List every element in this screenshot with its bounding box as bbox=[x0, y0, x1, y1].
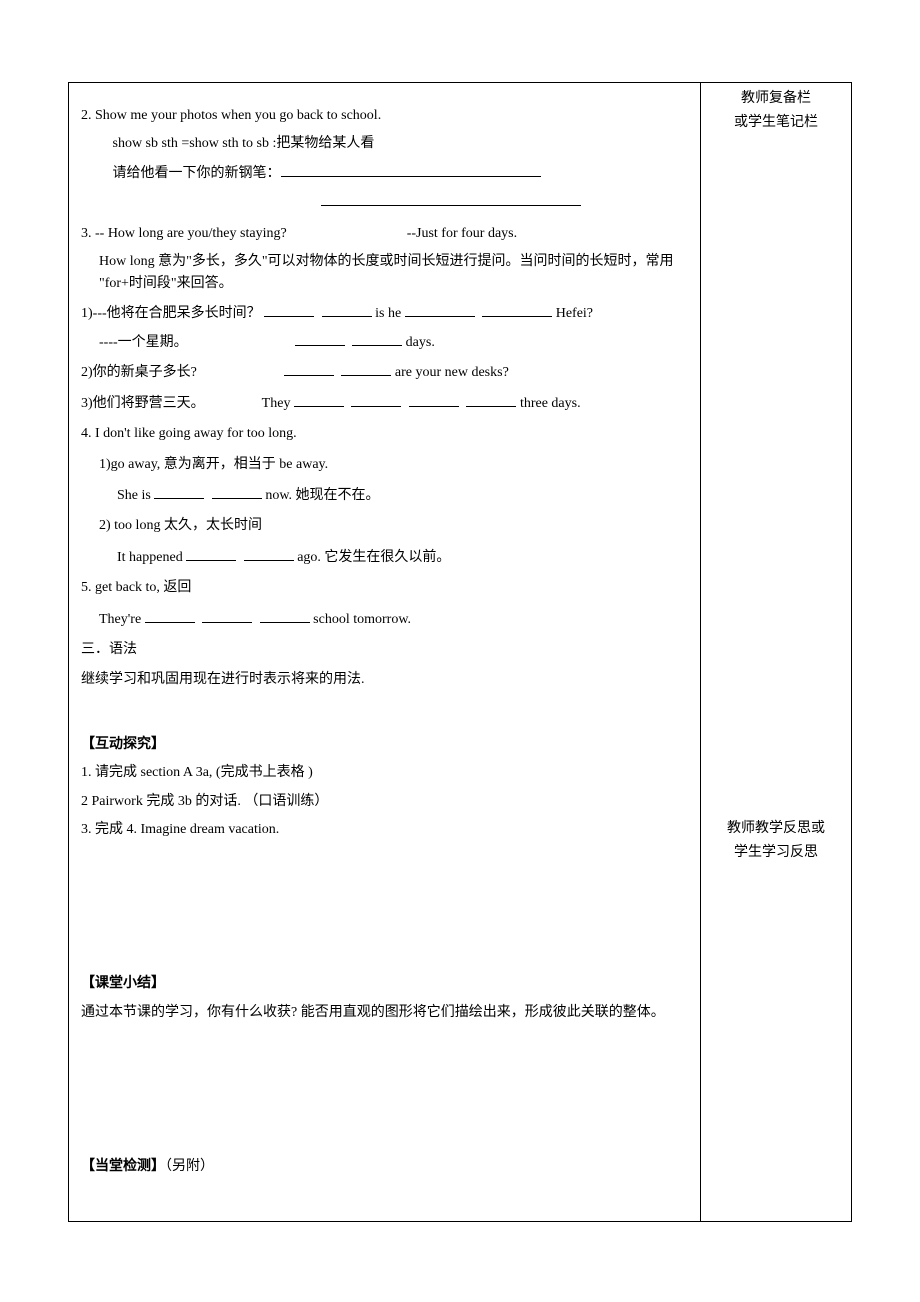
test-line: 【当堂检测】（另附） bbox=[81, 1156, 688, 1178]
blank-line bbox=[351, 392, 401, 407]
item-5-title: 5. get back to, 返回 bbox=[81, 577, 688, 599]
blank-line bbox=[281, 162, 541, 177]
item-3-q1-ans-end: days. bbox=[406, 335, 435, 350]
blank-line bbox=[284, 361, 334, 376]
item-3-q1-mid: is he bbox=[375, 306, 405, 321]
page: 2. Show me your photos when you go back … bbox=[0, 0, 920, 1302]
item-4-title: 4. I don't like going away for too long. bbox=[81, 423, 688, 445]
interact-line3: 3. 完成 4. Imagine dream vacation. bbox=[81, 819, 688, 841]
sidebar-bottom-line1: 教师教学反思或 bbox=[701, 817, 851, 841]
item-3-q2: 2)你的新桌子多长? are your new desks? bbox=[81, 361, 688, 384]
item-4-sub2-ex-post: ago. 它发生在很久以前。 bbox=[297, 550, 450, 565]
item-3-q1-pre: 1)---他将在合肥呆多长时间？ bbox=[81, 306, 261, 321]
grammar-body: 继续学习和巩固用现在进行时表示将来的用法. bbox=[81, 669, 688, 691]
main-column: 2. Show me your photos when you go back … bbox=[69, 83, 701, 1221]
item-3-q3-end: three days. bbox=[520, 396, 581, 411]
blank-line bbox=[294, 392, 344, 407]
item-5-ex-pre: They're bbox=[99, 612, 145, 627]
item-4-sub1-ex-pre: She is bbox=[117, 488, 154, 503]
interact-line2: 2 Pairwork 完成 3b 的对话. （口语训练） bbox=[81, 791, 688, 813]
item-2-sub1: show sb sth =show sth to sb :把某物给某人看 bbox=[81, 133, 688, 155]
summary-body: 通过本节课的学习，你有什么收获? 能否用直观的图形将它们描绘出来，形成彼此关联的… bbox=[81, 1002, 688, 1024]
item-3-q1-ans-pre: ----一个星期。 bbox=[99, 335, 188, 350]
item-3-q1-ans: ----一个星期。 days. bbox=[81, 331, 688, 354]
item-2-sub2: 请给他看一下你的新钢笔： bbox=[81, 162, 688, 185]
item-3-q-left: 3. -- How long are you/they staying? bbox=[81, 223, 287, 245]
item-3-q2-pre: 2)你的新桌子多长? bbox=[81, 365, 197, 380]
blank-line bbox=[405, 302, 475, 317]
interact-line1: 1. 请完成 section A 3a, (完成书上表格 ) bbox=[81, 762, 688, 784]
item-3-q3-pre: 3)他们将野营三天。 bbox=[81, 396, 205, 411]
item-2-sub2-text: 请给他看一下你的新钢笔： bbox=[81, 166, 281, 181]
sidebar-column: 教师复备栏 或学生笔记栏 教师教学反思或 学生学习反思 bbox=[701, 83, 851, 1221]
item-3-q3: 3)他们将野营三天。 They three days. bbox=[81, 392, 688, 415]
blank-line bbox=[322, 302, 372, 317]
item-4-sub2: 2) too long 太久，太长时间 bbox=[81, 515, 688, 537]
blank-line bbox=[212, 484, 262, 499]
item-3-q1-end: Hefei? bbox=[556, 306, 593, 321]
item-4-sub1-ex: She is now. 她现在不在。 bbox=[81, 484, 688, 507]
blank-line bbox=[264, 302, 314, 317]
blank-line bbox=[352, 331, 402, 346]
item-2-title: 2. Show me your photos when you go back … bbox=[81, 105, 688, 127]
sidebar-note-bottom: 教师教学反思或 学生学习反思 bbox=[701, 817, 851, 865]
item-4-sub2-ex: It happened ago. 它发生在很久以前。 bbox=[81, 546, 688, 569]
summary-heading: 【课堂小结】 bbox=[81, 973, 688, 995]
blank-line bbox=[295, 331, 345, 346]
blank-line bbox=[244, 546, 294, 561]
item-4-sub1: 1)go away, 意为离开，相当于 be away. bbox=[81, 454, 688, 476]
blank-line bbox=[202, 608, 252, 623]
blank-line bbox=[341, 361, 391, 376]
item-3-explain: How long 意为"多长，多久"可以对物体的长度或时间长短进行提问。当问时间… bbox=[81, 251, 688, 296]
interact-heading: 【互动探究】 bbox=[81, 734, 688, 756]
blank-line bbox=[409, 392, 459, 407]
blank-line bbox=[145, 608, 195, 623]
blank-line bbox=[482, 302, 552, 317]
blank-line bbox=[466, 392, 516, 407]
item-3-q2-end: are your new desks? bbox=[395, 365, 509, 380]
test-heading: 【当堂检测】 bbox=[81, 1159, 165, 1174]
test-note: （另附） bbox=[165, 1159, 214, 1174]
grammar-heading: 三．语法 bbox=[81, 639, 688, 661]
blank-line bbox=[186, 546, 236, 561]
item-4-sub2-ex-pre: It happened bbox=[117, 550, 186, 565]
blank-line bbox=[154, 484, 204, 499]
sidebar-top-line2: 或学生笔记栏 bbox=[701, 111, 851, 135]
item-3-q-right: --Just for four days. bbox=[407, 223, 517, 245]
item-3-question: 3. -- How long are you/they staying? --J… bbox=[81, 223, 688, 245]
item-2-sub2-line2 bbox=[81, 191, 688, 214]
item-3-q1: 1)---他将在合肥呆多长时间？ is he Hefei? bbox=[81, 302, 688, 325]
item-4-sub1-ex-post: now. 她现在不在。 bbox=[265, 488, 379, 503]
item-5-ex: They're school tomorrow. bbox=[81, 608, 688, 631]
blank-line bbox=[321, 191, 581, 206]
content-frame: 2. Show me your photos when you go back … bbox=[68, 82, 852, 1222]
sidebar-top-line1: 教师复备栏 bbox=[701, 87, 851, 111]
item-3-q3-mid: They bbox=[262, 396, 294, 411]
sidebar-bottom-line2: 学生学习反思 bbox=[701, 841, 851, 865]
sidebar-note-top: 教师复备栏 或学生笔记栏 bbox=[701, 83, 851, 135]
item-5-ex-post: school tomorrow. bbox=[313, 612, 411, 627]
blank-line bbox=[260, 608, 310, 623]
